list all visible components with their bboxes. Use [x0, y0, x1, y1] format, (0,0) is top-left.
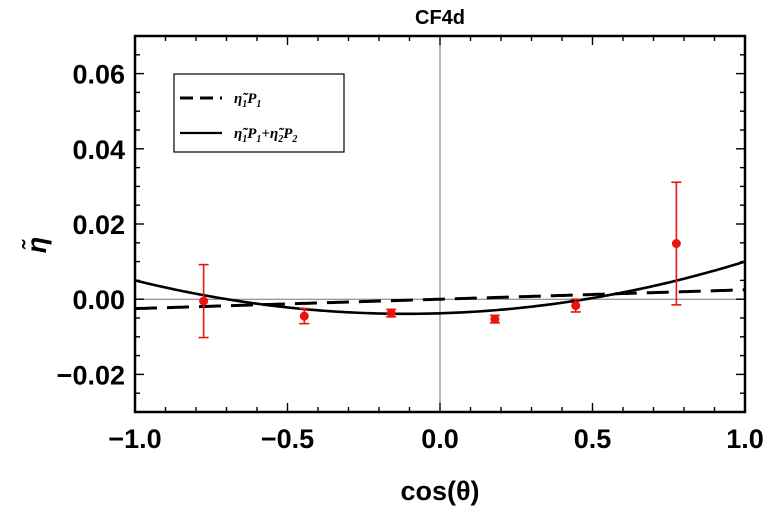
x-tick-label: 0.5 — [574, 424, 612, 454]
data-point — [199, 296, 209, 306]
x-axis-label: cos(θ) — [400, 476, 479, 506]
y-tick-label: −0.02 — [57, 360, 125, 390]
x-tick-label: 1.0 — [726, 424, 764, 454]
y-tick-label: 0.04 — [72, 135, 125, 165]
x-tick-label: −0.5 — [261, 424, 314, 454]
legend-p-symbol: P — [247, 91, 257, 107]
y-tick-label: 0.00 — [72, 285, 125, 315]
x-tick-label: 0.0 — [421, 424, 459, 454]
x-tick-label: −1.0 — [108, 424, 161, 454]
curve-eta1p1-plus-eta2p2 — [134, 260, 746, 316]
chart-title: CF4d — [415, 7, 465, 29]
legend-box — [173, 73, 345, 153]
y-tick-label: 0.02 — [72, 210, 125, 240]
legend-p-symbol: P — [247, 126, 257, 142]
data-point — [490, 314, 500, 324]
data-points — [198, 181, 682, 339]
curves — [134, 260, 746, 316]
data-point — [386, 308, 396, 318]
x-tick-labels: −1.0 −0.5 0.0 0.5 1.0 — [108, 424, 763, 454]
y-axis-label: η̃ — [21, 237, 52, 254]
legend-subscript: 1 — [242, 134, 247, 145]
curve-eta1p1 — [134, 288, 746, 311]
legend-subscript: 1 — [256, 99, 261, 110]
y-tick-label: 0.06 — [72, 60, 125, 90]
legend-subscript: 2 — [291, 134, 297, 145]
legend-subscript: 1 — [242, 99, 247, 110]
legend-subscript: 2 — [277, 134, 283, 145]
legend-p-symbol: P — [283, 126, 293, 142]
data-point — [671, 239, 681, 249]
legend-subscript: 1 — [256, 134, 261, 145]
legend: η̃1P1 η̃1P1+η̃2P2 — [173, 73, 345, 153]
data-point — [571, 301, 581, 311]
y-tick-labels: −0.02 0.00 0.02 0.04 0.06 — [57, 60, 125, 391]
data-point — [299, 311, 309, 321]
axis-ticks — [134, 35, 746, 413]
